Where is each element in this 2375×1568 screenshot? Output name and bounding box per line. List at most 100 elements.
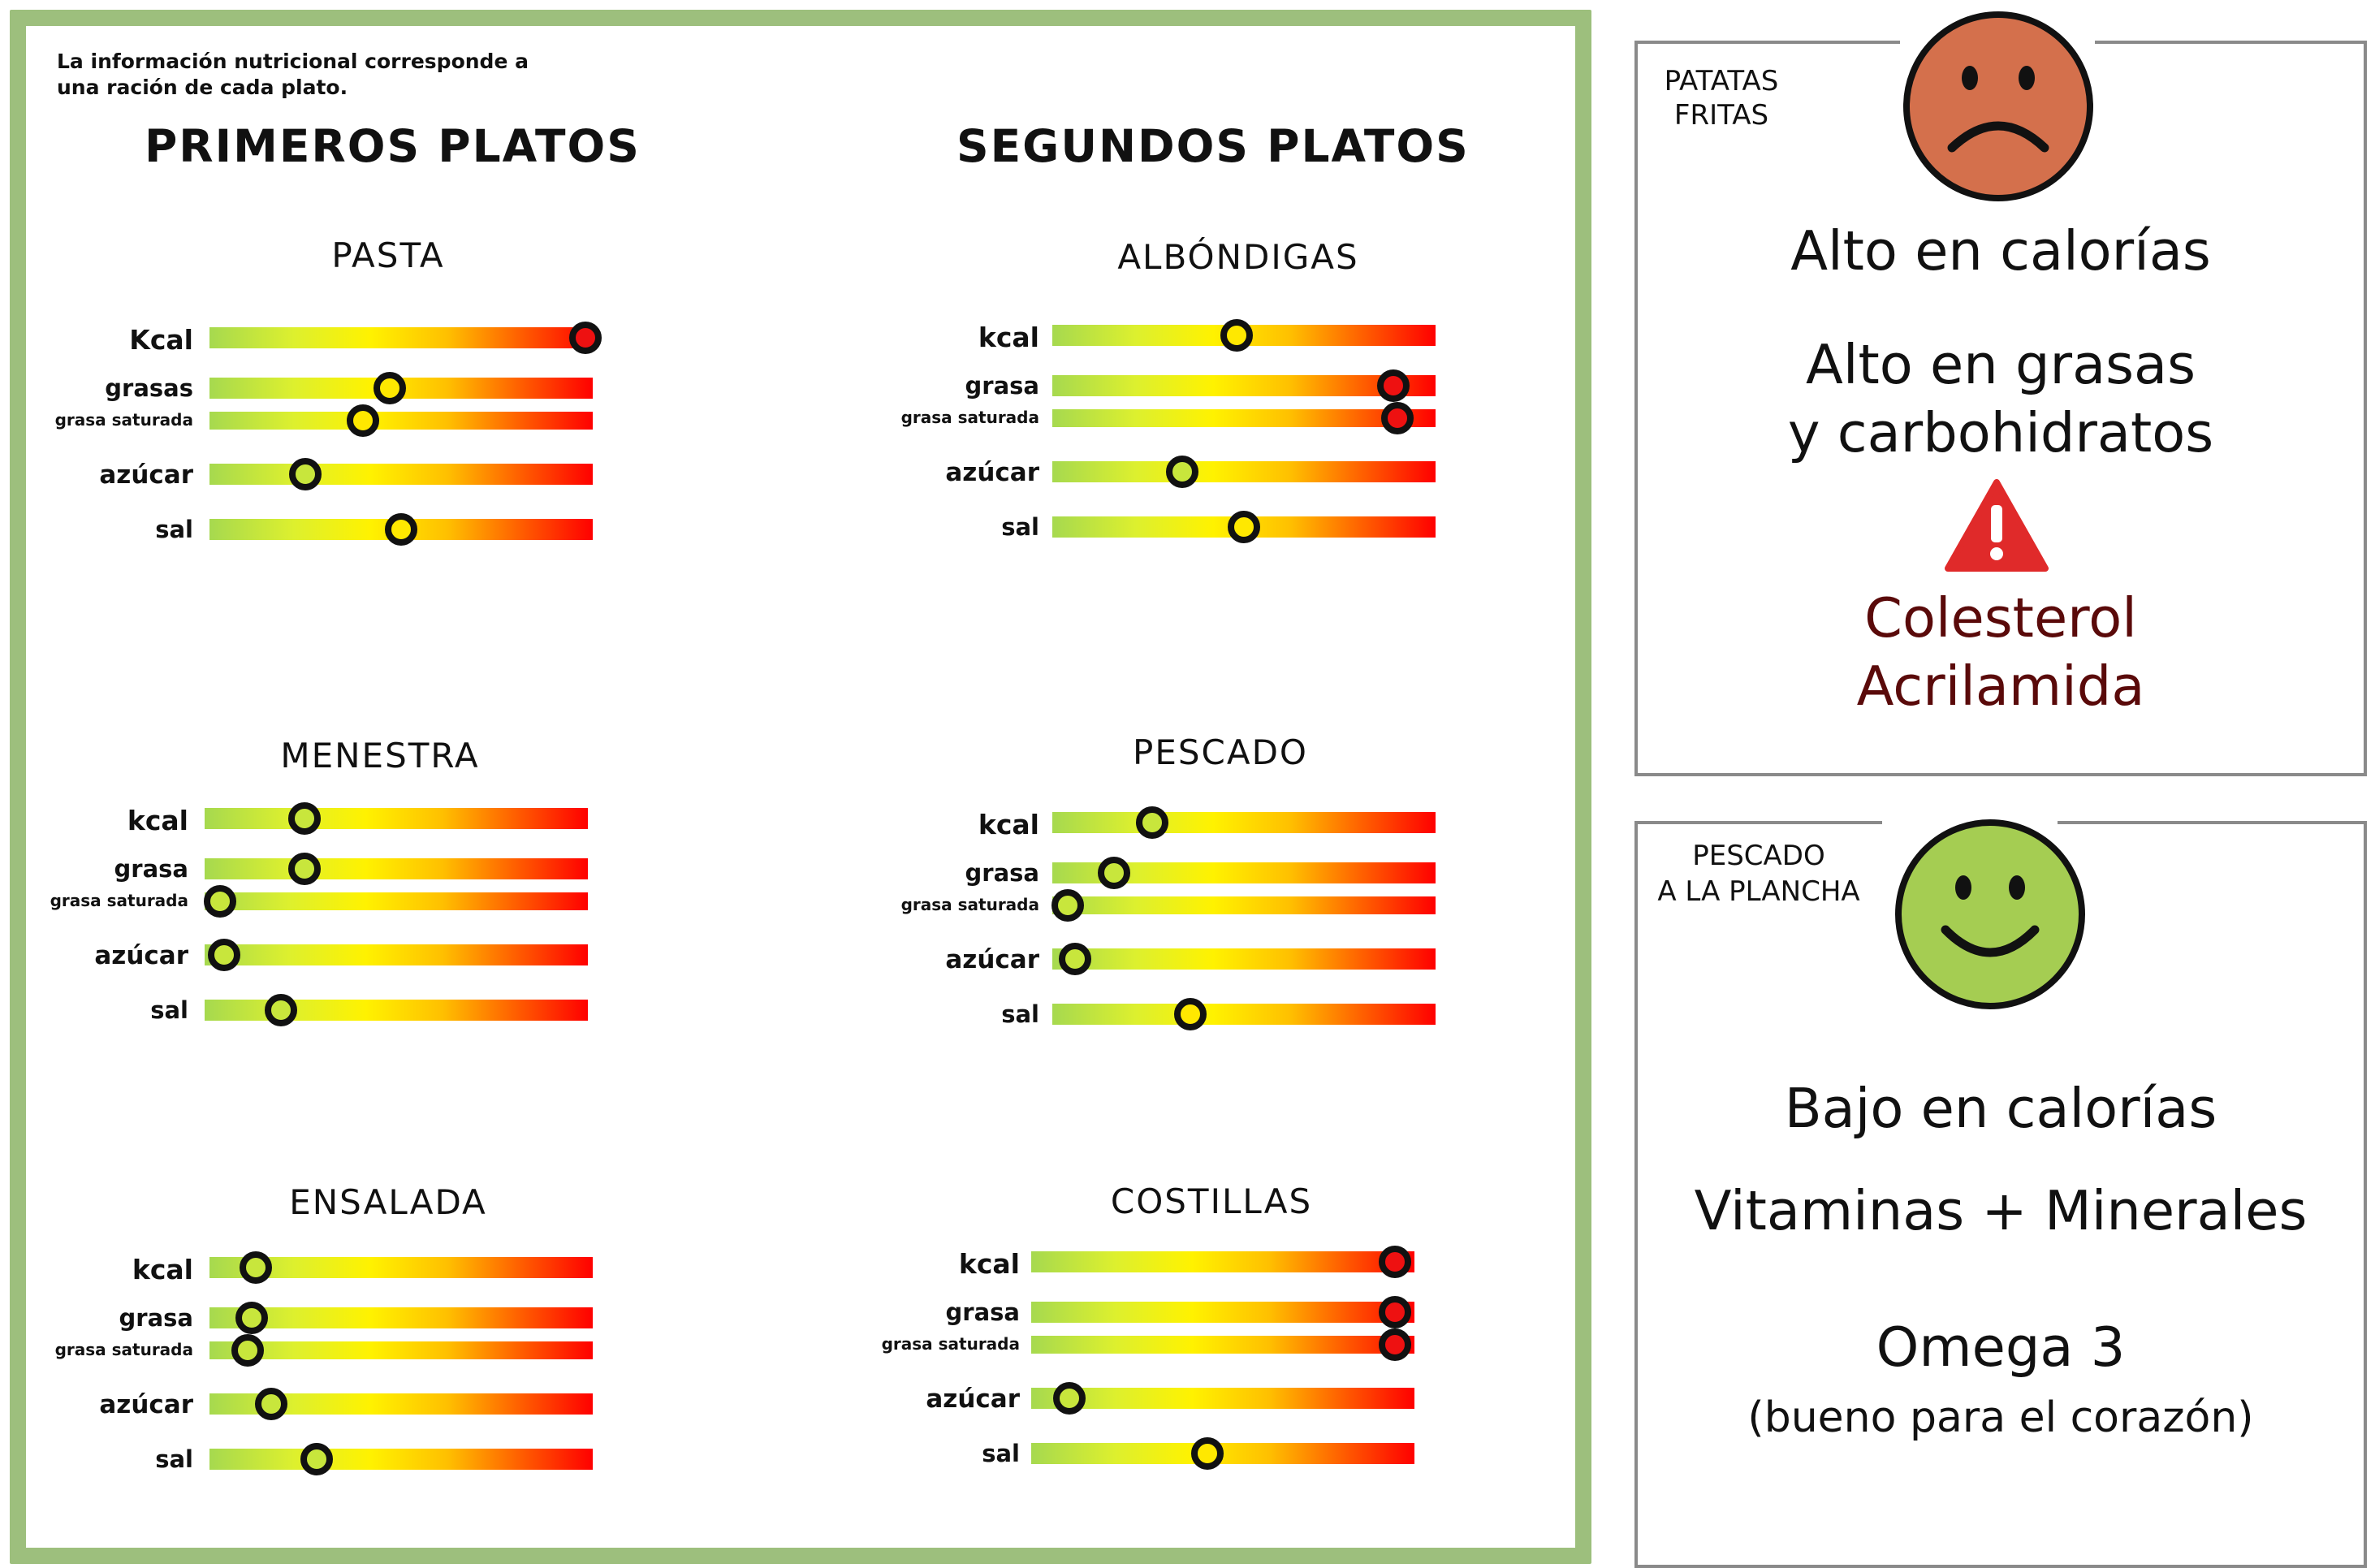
pescado-level-marker-2 xyxy=(1051,889,1084,922)
pasta-level-marker-4 xyxy=(385,513,417,546)
menestra-bar-1 xyxy=(205,858,588,879)
costillas-bar-2 xyxy=(1031,1336,1414,1354)
pescado-title: PESCADO xyxy=(1133,732,1308,772)
menestra-bar-2 xyxy=(205,892,588,910)
albondigas-level-marker-2 xyxy=(1380,402,1414,434)
sad-face-icon xyxy=(1903,11,2093,201)
albondigas-title: ALBÓNDIGAS xyxy=(1117,237,1359,277)
ensalada-label-0: kcal xyxy=(132,1254,193,1285)
ensalada-bar-4 xyxy=(209,1449,593,1470)
pescado-bar-0 xyxy=(1052,812,1436,833)
albondigas-label-4: sal xyxy=(1001,513,1039,541)
pasta-level-marker-1 xyxy=(373,372,406,404)
menestra-level-marker-0 xyxy=(287,802,321,835)
pasta-bar-3 xyxy=(209,464,593,485)
albondigas-bar-2 xyxy=(1052,409,1436,427)
albondigas-label-0: kcal xyxy=(978,322,1039,353)
ensalada-bar-2 xyxy=(209,1341,593,1359)
costillas-level-marker-3 xyxy=(1053,1382,1086,1415)
ensalada-label-2: grasa saturada xyxy=(54,1340,193,1359)
pasta-level-marker-0 xyxy=(568,322,602,354)
fish-tag-line2: A LA PLANCHA xyxy=(1657,875,1860,908)
albondigas-bar-3 xyxy=(1052,461,1436,482)
ensalada-label-1: grasa xyxy=(119,1304,193,1332)
fish-line-omega3: Omega 3 xyxy=(1876,1315,2126,1379)
costillas-label-3: azúcar xyxy=(926,1384,1020,1414)
pescado-label-0: kcal xyxy=(978,809,1039,840)
menestra-level-marker-1 xyxy=(287,853,321,885)
menestra-level-marker-3 xyxy=(207,939,240,971)
menestra-bar-0 xyxy=(205,808,588,829)
pasta-bar-2 xyxy=(209,412,593,430)
albondigas-level-marker-1 xyxy=(1377,369,1410,402)
fish-line-corazon: (bueno para el corazón) xyxy=(1747,1393,2254,1442)
pescado-level-marker-0 xyxy=(1135,806,1168,839)
fries-line-carbohidratos: y carbohidratos xyxy=(1787,401,2214,464)
menestra-label-1: grasa xyxy=(114,855,188,883)
pescado-bar-3 xyxy=(1052,948,1436,970)
menestra-label-2: grasa saturada xyxy=(50,891,188,910)
pasta-label-4: sal xyxy=(155,516,193,543)
fries-tag-line1: PATATAS xyxy=(1664,65,1779,97)
menestra-level-marker-4 xyxy=(265,994,298,1026)
ensalada-level-marker-4 xyxy=(300,1443,334,1475)
fries-line-acrilamida: Acrilamida xyxy=(1856,654,2145,718)
costillas-level-marker-2 xyxy=(1379,1328,1412,1361)
albondigas-label-2: grasa saturada xyxy=(900,408,1039,427)
fish-line-vitaminas: Vitaminas + Minerales xyxy=(1694,1179,2308,1242)
happy-face-icon xyxy=(1895,819,2085,1009)
menestra-bar-3 xyxy=(205,944,588,965)
fish-tag-line1: PESCADO xyxy=(1692,840,1825,872)
segundos-platos-heading: SEGUNDOS PLATOS xyxy=(956,120,1470,172)
menestra-label-4: sal xyxy=(150,996,188,1024)
pescado-label-2: grasa saturada xyxy=(900,895,1039,914)
fries-tag-line2: FRITAS xyxy=(1673,99,1769,132)
costillas-label-0: kcal xyxy=(958,1248,1020,1280)
costillas-level-marker-4 xyxy=(1191,1437,1224,1470)
albondigas-level-marker-3 xyxy=(1166,456,1199,488)
ensalada-label-4: sal xyxy=(155,1445,193,1473)
pasta-bar-0 xyxy=(209,327,593,348)
albondigas-level-marker-0 xyxy=(1220,319,1253,352)
costillas-label-2: grasa saturada xyxy=(881,1334,1020,1354)
ensalada-level-marker-3 xyxy=(254,1388,287,1420)
pescado-label-3: azúcar xyxy=(945,945,1039,974)
pasta-label-0: Kcal xyxy=(129,324,193,356)
pescado-level-marker-1 xyxy=(1097,857,1130,889)
fries-line-grasas: Alto en grasas xyxy=(1806,333,2196,396)
costillas-bar-1 xyxy=(1031,1302,1414,1323)
fries-line-calorias: Alto en calorías xyxy=(1790,219,2211,283)
fish-line-calorias: Bajo en calorías xyxy=(1784,1077,2217,1140)
ensalada-level-marker-1 xyxy=(235,1302,268,1334)
pescado-bar-4 xyxy=(1052,1004,1436,1025)
albondigas-level-marker-4 xyxy=(1228,511,1260,543)
pescado-level-marker-4 xyxy=(1173,998,1207,1030)
menestra-title: MENESTRA xyxy=(280,736,480,775)
costillas-level-marker-1 xyxy=(1379,1296,1412,1328)
menestra-bar-4 xyxy=(205,1000,588,1021)
pasta-label-1: grasas xyxy=(105,374,193,402)
warning-triangle-icon xyxy=(1945,479,2049,572)
pescado-level-marker-3 xyxy=(1059,943,1092,975)
costillas-title: COSTILLAS xyxy=(1110,1181,1313,1221)
pescado-label-1: grasa xyxy=(965,859,1039,887)
ensalada-bar-1 xyxy=(209,1307,593,1328)
pescado-bar-2 xyxy=(1052,896,1436,914)
pasta-label-2: grasa saturada xyxy=(54,410,193,430)
nutrition-frame xyxy=(10,10,1591,1564)
info-note: La información nutricional corresponde a… xyxy=(57,50,529,99)
ensalada-label-3: azúcar xyxy=(99,1390,193,1419)
pasta-label-3: azúcar xyxy=(99,460,193,490)
menestra-label-3: azúcar xyxy=(94,941,188,970)
pasta-title: PASTA xyxy=(331,235,445,275)
costillas-label-4: sal xyxy=(982,1440,1020,1467)
ensalada-bar-0 xyxy=(209,1257,593,1278)
albondigas-label-3: azúcar xyxy=(945,458,1039,487)
menestra-level-marker-2 xyxy=(203,885,236,918)
fries-line-colesterol: Colesterol xyxy=(1864,586,2137,650)
primeros-platos-heading: PRIMEROS PLATOS xyxy=(145,120,641,172)
costillas-label-1: grasa xyxy=(945,1298,1020,1326)
albondigas-label-1: grasa xyxy=(965,372,1039,400)
albondigas-bar-1 xyxy=(1052,375,1436,396)
ensalada-level-marker-2 xyxy=(231,1334,265,1367)
